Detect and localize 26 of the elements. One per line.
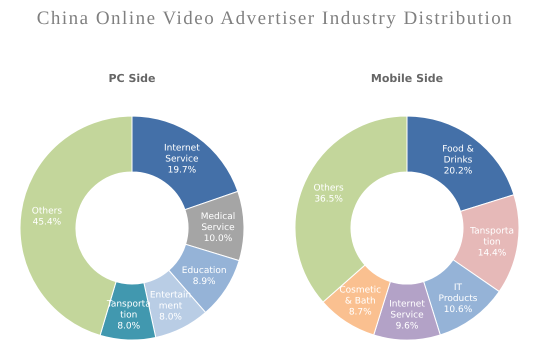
data-label: 8.9% [192, 276, 216, 287]
data-label: 10.0% [204, 234, 233, 244]
chart-subtitle: PC Side [108, 72, 156, 85]
slice-label: Internet Service [389, 300, 426, 320]
slice-label: Entertainment [150, 290, 192, 312]
chart-title: China Online Video Advertiser Industry Distribution [36, 8, 514, 29]
data-label: 14.4% [478, 248, 507, 258]
data-label: 20.2% [444, 166, 473, 176]
data-label: 19.7% [168, 165, 197, 176]
slice-label: Internet Service [164, 143, 200, 164]
slice-label: Tansportation [469, 226, 514, 248]
slice-label: Education [182, 266, 227, 276]
slice-label: Others [313, 184, 344, 194]
slice-label: Others [32, 206, 62, 217]
data-label: 8.7% [348, 308, 372, 318]
data-label: 8.0% [117, 321, 141, 332]
slice-label: Cosmetic & Bath [339, 286, 382, 307]
slice-label: IT Products [438, 282, 478, 304]
chart-title: Mobile Side [370, 72, 444, 85]
slice-label: Food & Drinks [442, 144, 474, 166]
slice-label: Medical Service [200, 212, 236, 233]
data-label: 45.4% [32, 218, 62, 228]
data-label: 36.5% [314, 194, 344, 205]
data-label: 9.6% [396, 322, 419, 332]
data-label: 10.6% [444, 304, 473, 315]
data-label: 8.0% [159, 312, 182, 322]
